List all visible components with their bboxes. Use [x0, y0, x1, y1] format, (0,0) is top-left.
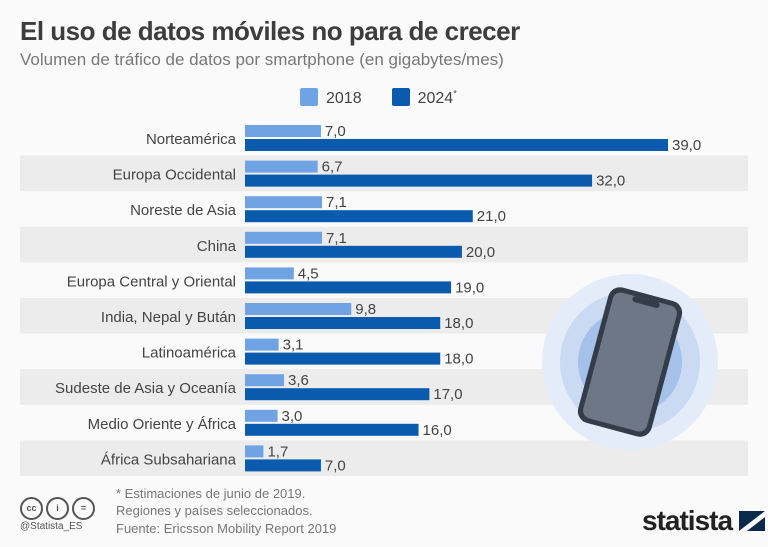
data-label: 7,1 — [326, 230, 347, 247]
footnote-selection: Regiones y países seleccionados. — [116, 503, 313, 518]
category-label: India, Nepal y Bután — [101, 309, 236, 326]
statista-logo[interactable]: statista — [642, 505, 765, 537]
data-label: 3,0 — [282, 408, 303, 425]
data-label: 18,0 — [444, 315, 473, 332]
category-label: Europa Central y Oriental — [67, 273, 236, 290]
footnote-estimates: * Estimaciones de junio de 2019. — [116, 486, 306, 501]
data-label: 9,8 — [355, 301, 376, 318]
data-label: 7,0 — [325, 123, 346, 140]
twitter-handle[interactable]: @Statista_ES — [20, 521, 83, 532]
bar-2024 — [245, 317, 441, 329]
data-label: 7,1 — [326, 194, 347, 211]
bar-2024 — [245, 245, 462, 258]
source: Fuente: Ericsson Mobility Report 2019 — [116, 521, 337, 536]
category-label: Norteamérica — [146, 131, 237, 148]
bar-2024 — [245, 281, 452, 294]
data-label: 32,0 — [596, 173, 625, 190]
data-label: 19,0 — [455, 279, 484, 296]
data-label: 3,6 — [288, 372, 309, 389]
data-label: 39,0 — [672, 137, 701, 154]
category-label: Medio Oriente y África — [88, 416, 237, 433]
bar-2018 — [245, 445, 264, 458]
data-label: 21,0 — [477, 208, 506, 225]
data-label: 6,7 — [322, 159, 343, 176]
category-label: China — [197, 238, 237, 255]
bar-2018 — [245, 303, 352, 315]
bar-2024 — [245, 352, 441, 365]
data-label: 18,0 — [444, 351, 473, 368]
legend-item-2018: 2018 — [300, 88, 362, 108]
bar-2018 — [245, 160, 318, 173]
chart-subtitle: Volumen de tráfico de datos por smartpho… — [20, 50, 504, 69]
statista-logo-icon — [738, 511, 765, 531]
category-label: Sudeste de Asia y Oceanía — [55, 380, 237, 397]
chart-title: El uso de datos móviles no para de crece… — [20, 16, 520, 46]
smartphone-icon — [542, 274, 718, 450]
data-label: 3,1 — [283, 337, 304, 354]
category-label: Noreste de Asia — [130, 202, 237, 219]
bar-2024 — [245, 459, 321, 472]
data-label: 16,0 — [423, 422, 452, 439]
category-label: Latinoamérica — [142, 345, 237, 362]
category-label: Europa Occidental — [113, 167, 236, 184]
bar-2024 — [245, 423, 419, 436]
legend-item-2024: 2024* — [391, 88, 457, 108]
category-label: África Subsahariana — [101, 451, 237, 468]
bar-2018 — [245, 231, 323, 244]
bar-2018 — [245, 338, 279, 351]
data-label: 17,0 — [433, 386, 462, 403]
bar-2024 — [245, 174, 593, 187]
bar-2018 — [245, 125, 321, 137]
legend: 2018 2024* — [300, 88, 457, 108]
bar-2018 — [245, 196, 323, 209]
bar-2018 — [245, 374, 285, 387]
bar-2024 — [245, 139, 668, 151]
attribution-icon[interactable]: i — [46, 497, 69, 520]
data-label: 1,7 — [267, 443, 288, 460]
no-derivatives-icon[interactable]: = — [72, 497, 95, 520]
data-label: 4,5 — [298, 265, 319, 282]
bar-2018 — [245, 267, 294, 280]
data-label: 7,0 — [325, 457, 346, 474]
bar-2024 — [245, 388, 430, 401]
data-label: 20,0 — [466, 244, 495, 261]
cc-icon[interactable]: cc — [20, 497, 43, 520]
bar-2024 — [245, 210, 473, 223]
bar-2018 — [245, 409, 278, 422]
